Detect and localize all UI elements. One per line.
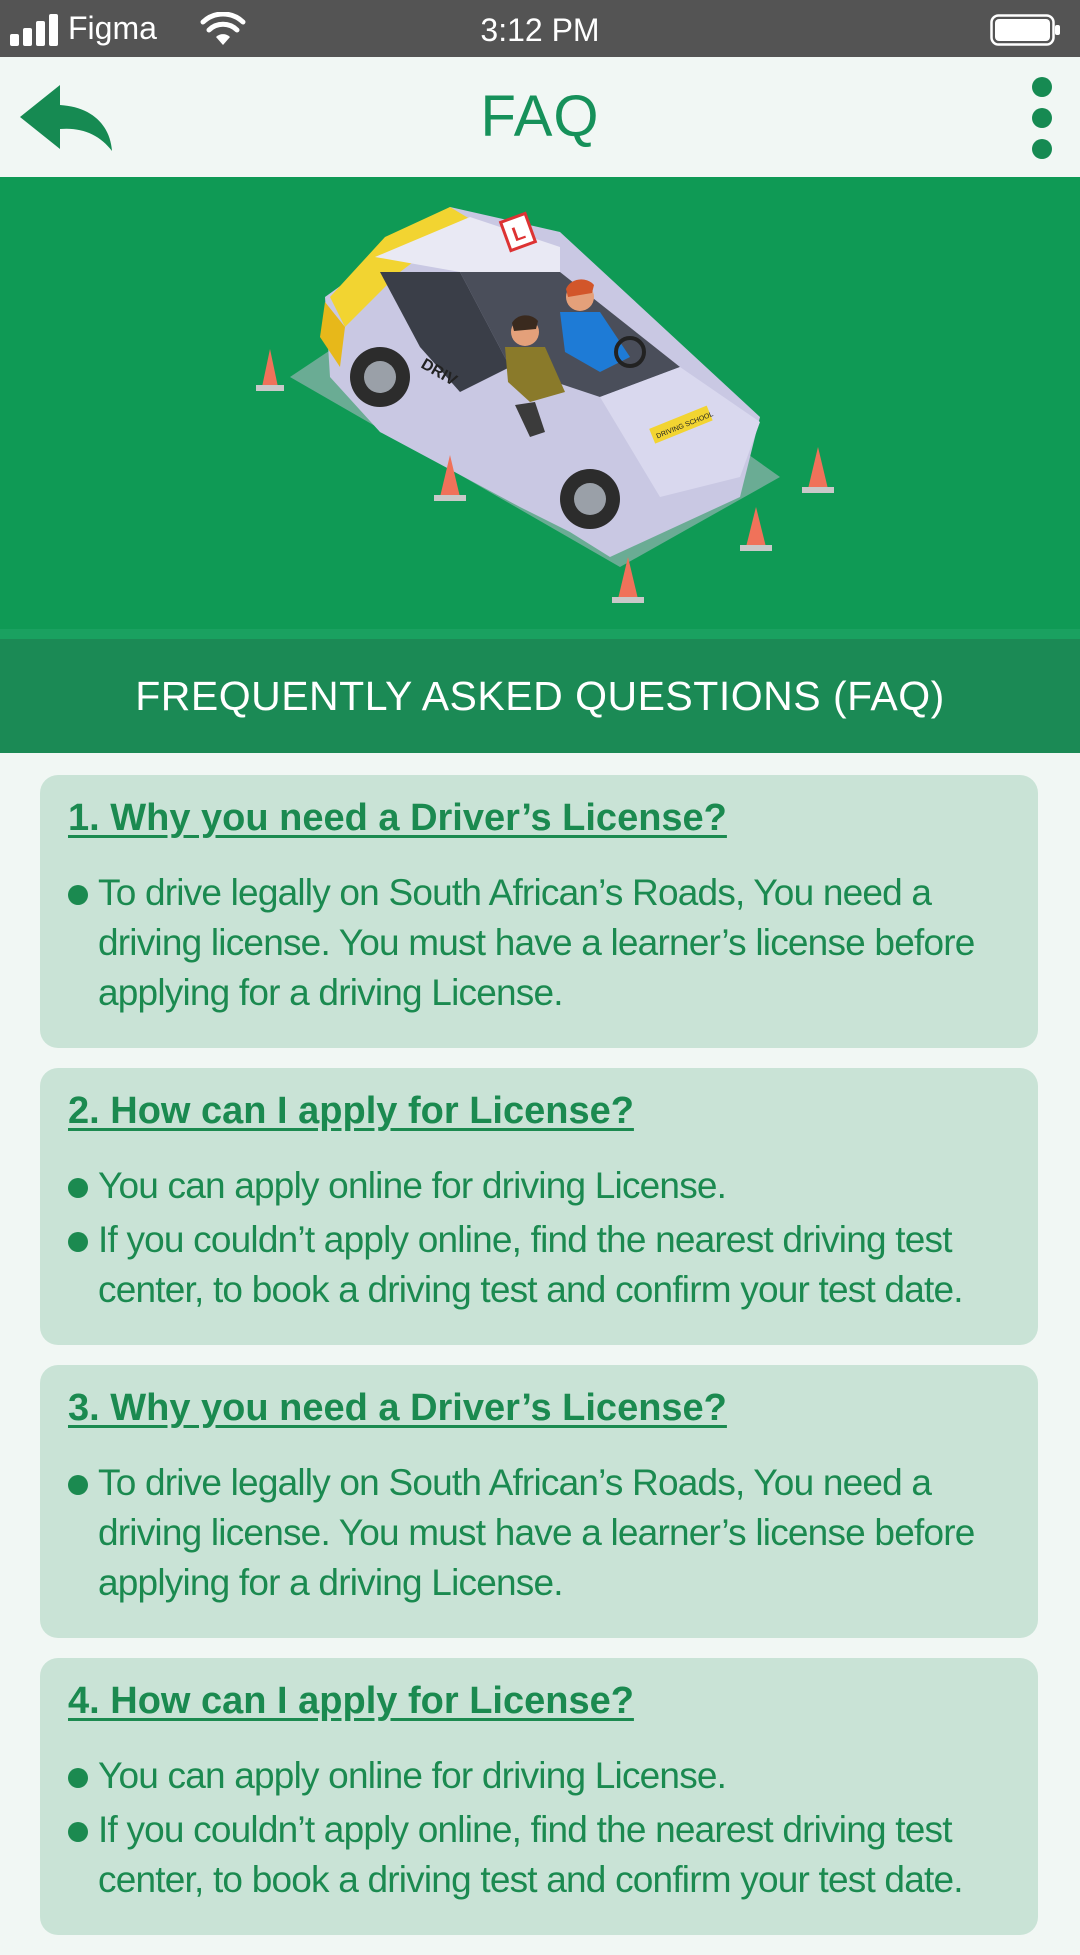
battery-icon <box>990 14 1060 46</box>
faq-answer-text: To drive legally on South African’s Road… <box>98 872 975 1013</box>
faq-item[interactable]: 1. Why you need a Driver’s License? To d… <box>40 775 1038 1048</box>
app-header: FAQ <box>0 57 1080 177</box>
faq-item[interactable]: 4. How can I apply for License? You can … <box>40 1658 1038 1935</box>
faq-answer: If you couldn’t apply online, find the n… <box>68 1215 1008 1315</box>
faq-answer: To drive legally on South African’s Road… <box>68 868 1008 1018</box>
bullet-icon <box>68 885 88 905</box>
faq-item[interactable]: 2. How can I apply for License? You can … <box>40 1068 1038 1345</box>
faq-item[interactable]: 3. Why you need a Driver’s License? To d… <box>40 1365 1038 1638</box>
traffic-cone-icon <box>802 447 834 493</box>
divider <box>0 629 1080 639</box>
bullet-icon <box>68 1475 88 1495</box>
faq-answer-text: You can apply online for driving License… <box>98 1755 727 1796</box>
faq-answer: If you couldn’t apply online, find the n… <box>68 1805 1008 1905</box>
traffic-cone-icon <box>434 455 466 501</box>
faq-list: 1. Why you need a Driver’s License? To d… <box>40 775 1038 1955</box>
bullet-icon <box>68 1768 88 1788</box>
carrier: Figma <box>10 10 157 47</box>
traffic-cone-icon <box>256 349 284 391</box>
clock: 3:12 PM <box>480 12 600 48</box>
bullet-icon <box>68 1232 88 1252</box>
faq-question[interactable]: 3. Why you need a Driver’s License? <box>68 1387 727 1429</box>
carrier-name: Figma <box>68 10 157 46</box>
bullet-icon <box>68 1178 88 1198</box>
traffic-cone-icon <box>612 557 644 603</box>
faq-answer-text: If you couldn’t apply online, find the n… <box>98 1219 964 1310</box>
status-bar: Figma 3:12 PM <box>0 0 1080 57</box>
faq-answer: You can apply online for driving License… <box>68 1161 1008 1211</box>
faq-answer: You can apply online for driving License… <box>68 1751 1008 1801</box>
faq-answer-text: To drive legally on South African’s Road… <box>98 1462 975 1603</box>
bullet-icon <box>68 1822 88 1842</box>
hero-banner: L DRIV DRIVING SCHOOL <box>0 177 1080 629</box>
section-title: FREQUENTLY ASKED QUESTIONS (FAQ) <box>135 672 945 719</box>
page-title: FAQ <box>480 84 600 149</box>
faq-question[interactable]: 4. How can I apply for License? <box>68 1680 634 1722</box>
signal-icon <box>10 12 58 46</box>
section-banner: FREQUENTLY ASKED QUESTIONS (FAQ) <box>0 639 1080 753</box>
faq-answer: To drive legally on South African’s Road… <box>68 1458 1008 1608</box>
faq-answer-text: If you couldn’t apply online, find the n… <box>98 1809 964 1900</box>
wifi-icon <box>200 12 246 45</box>
more-vertical-icon[interactable] <box>1024 75 1060 161</box>
back-arrow-icon[interactable] <box>18 81 118 155</box>
faq-question[interactable]: 2. How can I apply for License? <box>68 1090 634 1132</box>
faq-answer-text: You can apply online for driving License… <box>98 1165 727 1206</box>
traffic-cone-icon <box>740 507 772 551</box>
driving-school-car-illustration: L DRIV DRIVING SCHOOL <box>256 207 834 603</box>
faq-question[interactable]: 1. Why you need a Driver’s License? <box>68 797 727 839</box>
